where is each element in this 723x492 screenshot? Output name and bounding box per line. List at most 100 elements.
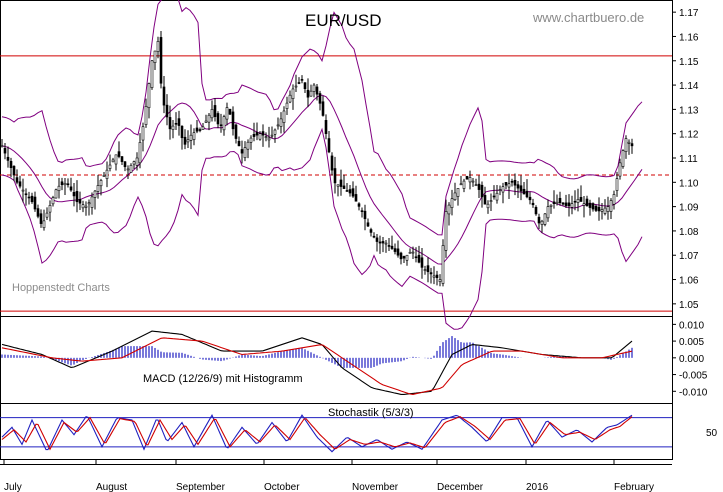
chart-title: EUR/USD	[305, 11, 382, 30]
candle	[288, 90, 292, 104]
candle	[183, 129, 187, 150]
candle	[378, 235, 382, 254]
candle	[342, 174, 346, 189]
candle	[258, 131, 262, 141]
candle	[153, 50, 157, 70]
candle	[594, 204, 598, 212]
candle	[495, 185, 499, 204]
candle	[228, 108, 232, 115]
candle	[552, 190, 556, 209]
candle	[39, 209, 43, 228]
candle	[606, 196, 610, 220]
candle	[297, 77, 301, 85]
candle	[510, 178, 514, 187]
candle	[534, 205, 538, 216]
candle	[399, 251, 403, 265]
candle	[444, 199, 448, 258]
candle	[90, 192, 94, 215]
candle	[561, 202, 565, 206]
candle	[336, 184, 340, 197]
candle	[15, 169, 19, 185]
candle	[177, 110, 181, 136]
candle	[372, 232, 376, 239]
candle	[405, 254, 409, 266]
candle	[123, 160, 127, 172]
candle	[249, 135, 253, 150]
macd-y-tick-label-0: 0.010	[679, 320, 704, 331]
candle	[294, 74, 298, 92]
candle	[546, 199, 550, 222]
candle	[120, 155, 124, 166]
candle	[618, 158, 622, 180]
candle	[81, 200, 85, 213]
y-tick-label-9: 1.14	[679, 81, 699, 92]
candle	[624, 135, 628, 159]
candle	[630, 138, 634, 154]
candle	[600, 203, 604, 220]
candle	[420, 248, 424, 279]
candle	[360, 207, 364, 218]
candle	[204, 114, 208, 123]
candle	[87, 199, 91, 216]
candle	[141, 122, 145, 152]
candle	[207, 112, 211, 131]
candle	[480, 181, 484, 208]
bollinger-bands	[1, 0, 643, 330]
candle	[312, 83, 316, 98]
macd-y-tick-label-2: 0.000	[679, 354, 704, 365]
x-tick-label-3: October	[264, 482, 300, 492]
candle	[579, 185, 583, 202]
candles	[0, 30, 634, 287]
candle	[84, 201, 88, 216]
stoch-y-tick-label-0: 50	[706, 428, 718, 439]
candle	[450, 189, 454, 216]
candle	[576, 188, 580, 212]
candle	[150, 59, 154, 90]
candle	[477, 175, 481, 199]
site-url: www.chartbuero.de	[532, 10, 644, 25]
stoch-label: Stochastik (5/3/3)	[328, 407, 414, 419]
candle	[318, 90, 322, 111]
candle	[99, 178, 103, 196]
stoch-k-line	[1, 413, 633, 453]
candle	[426, 257, 430, 283]
y-tick-label-1: 1.06	[679, 276, 699, 287]
y-tick-label-8: 1.13	[679, 105, 699, 116]
candle	[210, 100, 214, 122]
candle	[570, 195, 574, 215]
candle	[609, 198, 613, 219]
candle	[564, 194, 568, 209]
candle	[543, 213, 547, 227]
candle	[216, 111, 220, 129]
candle	[135, 152, 139, 171]
stoch-panel-frame	[0, 403, 673, 460]
y-tick-label-0: 1.05	[679, 300, 699, 311]
candle	[387, 237, 391, 252]
candle	[159, 30, 163, 89]
candle	[234, 123, 238, 144]
candle	[171, 120, 175, 139]
candle	[303, 82, 307, 93]
candle	[174, 112, 178, 130]
candle	[588, 199, 592, 216]
candle	[474, 178, 478, 187]
candle	[237, 136, 241, 147]
macd-y-tick-label-3: -0.005	[679, 371, 708, 382]
candle	[42, 209, 46, 231]
candle	[306, 78, 310, 108]
candle	[273, 128, 277, 143]
candle	[345, 182, 349, 192]
candle	[144, 98, 148, 128]
candle	[27, 191, 31, 205]
candle	[168, 105, 172, 140]
candle	[54, 188, 58, 199]
candle	[327, 130, 331, 154]
candle	[423, 265, 427, 275]
candle	[45, 207, 49, 221]
x-tick-label-5: December	[437, 482, 484, 492]
candle	[276, 117, 280, 130]
candle	[36, 204, 40, 219]
candle	[492, 185, 496, 200]
candle	[402, 255, 406, 263]
